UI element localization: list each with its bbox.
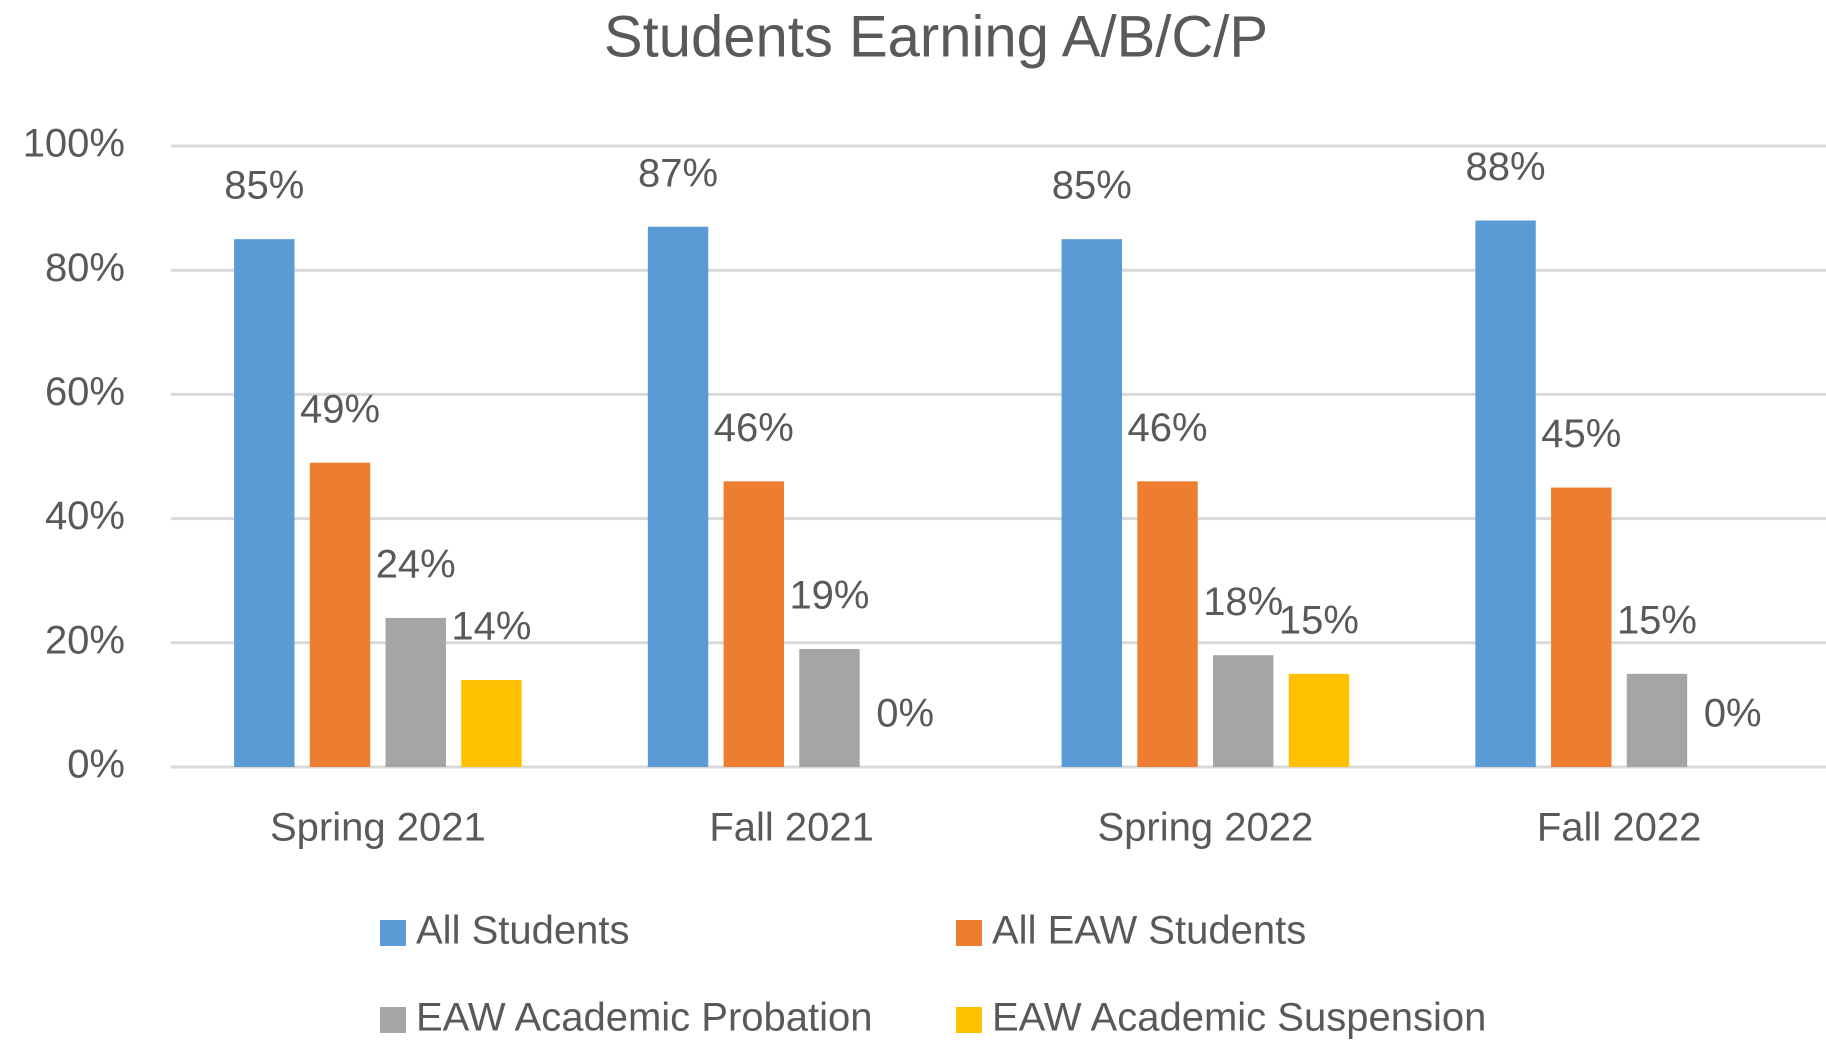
x-tick-label: Fall 2021 (709, 806, 874, 850)
legend-label: All EAW Students (992, 909, 1306, 953)
x-tick-label: Spring 2021 (270, 806, 486, 850)
data-label: 46% (1127, 406, 1207, 450)
legend-swatch (956, 1007, 982, 1033)
bar (1288, 673, 1350, 767)
bar (799, 649, 860, 767)
data-label: 85% (224, 164, 304, 208)
y-tick-label: 60% (45, 370, 125, 414)
y-tick-label: 40% (45, 494, 125, 538)
bar (723, 481, 784, 767)
y-tick-label: 0% (67, 743, 125, 787)
data-label: 15% (1279, 598, 1359, 642)
data-label: 0% (876, 692, 934, 736)
data-label: 87% (638, 151, 718, 195)
data-label: 49% (300, 387, 380, 431)
bar (1626, 673, 1688, 767)
data-label: 18% (1203, 580, 1283, 624)
y-tick-label: 80% (45, 246, 125, 290)
legend-label: All Students (416, 909, 629, 953)
data-label: 0% (1704, 692, 1762, 736)
bar (461, 680, 522, 767)
bar (1213, 655, 1274, 767)
bar (309, 462, 371, 767)
bar (234, 239, 295, 767)
bar (1061, 239, 1123, 767)
legend-swatch (956, 920, 982, 946)
bar (1551, 487, 1612, 767)
data-label: 24% (376, 543, 456, 587)
bar (647, 226, 709, 768)
data-label: 88% (1466, 145, 1546, 189)
data-label: 46% (714, 406, 794, 450)
bar (1475, 220, 1536, 767)
data-label: 15% (1617, 598, 1697, 642)
data-label: 19% (789, 574, 869, 618)
x-tick-label: Spring 2022 (1098, 806, 1314, 850)
y-tick-label: 20% (45, 618, 125, 662)
legend-label: EAW Academic Suspension (992, 996, 1486, 1040)
x-tick-label: Fall 2022 (1537, 806, 1702, 850)
bar (1137, 481, 1198, 767)
chart-title: Students Earning A/B/C/P (604, 4, 1268, 69)
data-label: 14% (451, 605, 531, 649)
legend-swatch (380, 920, 406, 946)
legend-label: EAW Academic Probation (416, 996, 873, 1040)
data-label: 45% (1541, 412, 1621, 456)
bar (385, 617, 446, 767)
data-label: 85% (1052, 164, 1132, 208)
legend-swatch (380, 1007, 406, 1033)
y-tick-label: 100% (23, 122, 125, 166)
